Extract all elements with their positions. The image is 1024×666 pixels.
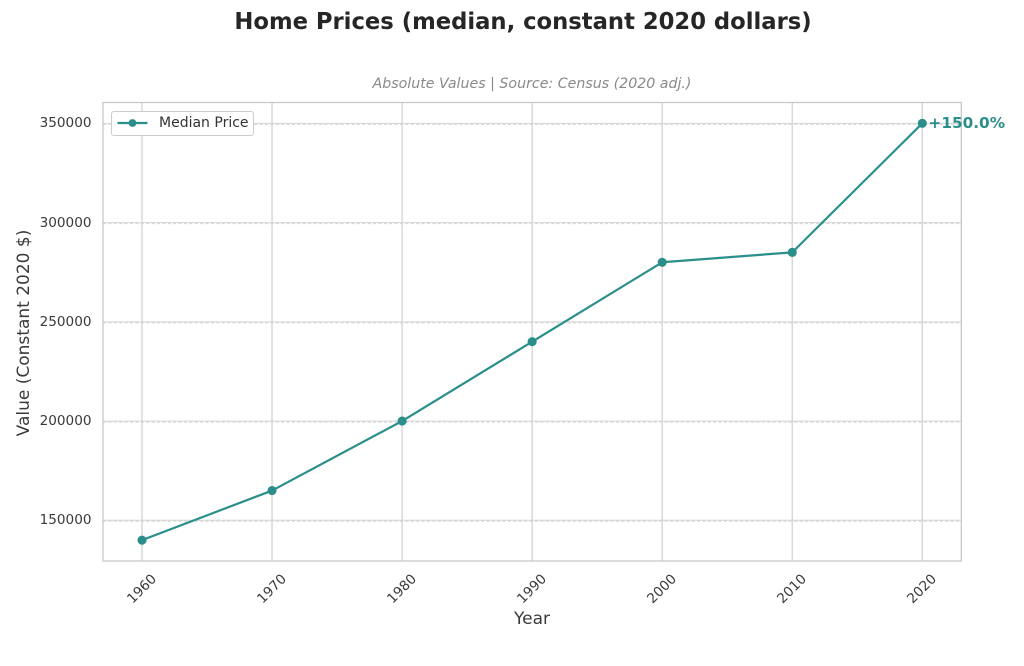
series-marker [137, 535, 147, 545]
y-tick-label: 300000 [39, 214, 92, 231]
series-marker [787, 247, 797, 257]
chart-title: Home Prices (median, constant 2020 dolla… [234, 9, 812, 35]
y-axis-label: Value (Constant 2020 $) [13, 229, 34, 437]
axes-spines [102, 101, 962, 562]
x-axis-label: Year [514, 608, 550, 629]
series-marker [397, 416, 407, 426]
series-marker [267, 485, 277, 496]
y-tick-label: 150000 [39, 512, 92, 529]
series-marker [917, 118, 927, 128]
y-tick-label: 200000 [39, 413, 92, 430]
legend: Median Price [111, 110, 254, 136]
legend-line-sample-icon [117, 119, 148, 127]
legend-label: Median Price [159, 115, 249, 131]
annotation-growth: +150.0% [928, 113, 1006, 132]
series-marker [527, 337, 537, 347]
y-tick-label: 350000 [39, 115, 92, 132]
chart-subtitle: Absolute Values | Source: Census (2020 a… [372, 76, 692, 92]
y-tick-label: 250000 [39, 313, 92, 330]
series-marker [657, 257, 667, 267]
